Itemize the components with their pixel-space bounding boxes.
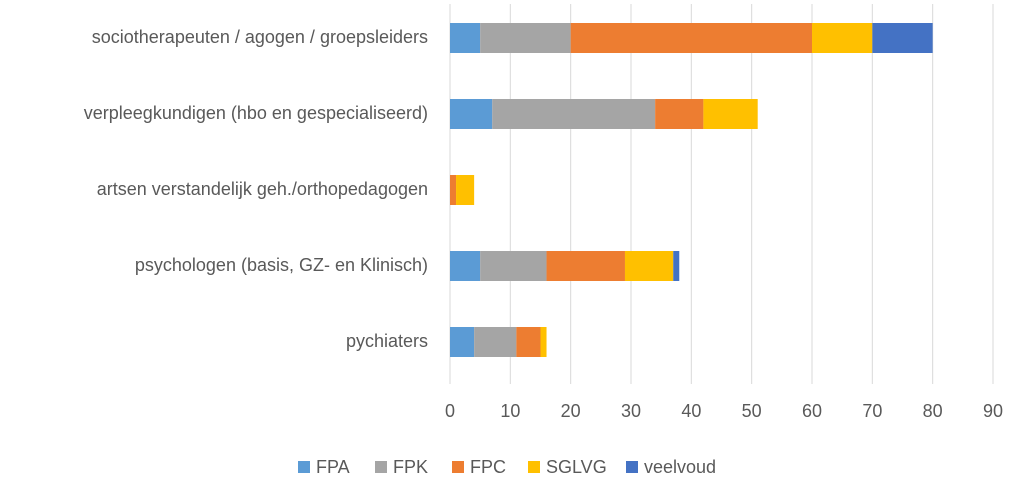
- bar-segment: [450, 99, 493, 129]
- bar-segment: [492, 99, 656, 129]
- legend-label: SGLVG: [546, 457, 607, 477]
- bar-segment: [655, 99, 704, 129]
- category-label: sociotherapeuten / agogen / groepsleider…: [92, 27, 428, 47]
- bar-segment: [480, 23, 571, 53]
- bar-segment: [450, 251, 481, 281]
- x-tick-label: 80: [923, 401, 943, 421]
- bar-segment: [516, 327, 541, 357]
- legend-label: FPC: [470, 457, 506, 477]
- bar-segment: [480, 251, 547, 281]
- legend-swatch: [528, 461, 540, 473]
- category-label: psychologen (basis, GZ- en Klinisch): [135, 255, 428, 275]
- bar-segment: [450, 23, 481, 53]
- x-tick-label: 20: [561, 401, 581, 421]
- bar-segment: [450, 327, 475, 357]
- bar-segment: [624, 251, 674, 281]
- x-tick-label: 30: [621, 401, 641, 421]
- bar-segment: [546, 251, 625, 281]
- x-tick-label: 40: [681, 401, 701, 421]
- category-label: pychiaters: [346, 331, 428, 351]
- bar-segment: [872, 23, 933, 53]
- x-tick-label: 0: [445, 401, 455, 421]
- category-label: verpleegkundigen (hbo en gespecialiseerd…: [84, 103, 428, 123]
- legend-label: FPK: [393, 457, 428, 477]
- legend-swatch: [375, 461, 387, 473]
- bar-segment: [673, 251, 680, 281]
- legend-label: FPA: [316, 457, 350, 477]
- bar-segment: [570, 23, 812, 53]
- bar-segment: [474, 327, 517, 357]
- x-tick-label: 10: [500, 401, 520, 421]
- bar-segment: [703, 99, 758, 129]
- bar-segment: [540, 327, 547, 357]
- bar-segment: [812, 23, 873, 53]
- bar-segment: [450, 175, 457, 205]
- legend-swatch: [452, 461, 464, 473]
- x-tick-label: 70: [862, 401, 882, 421]
- category-label: artsen verstandelijk geh./orthopedagogen: [97, 179, 428, 199]
- legend-swatch: [298, 461, 310, 473]
- bar-segment: [456, 175, 475, 205]
- legend-label: veelvoud: [644, 457, 716, 477]
- legend-swatch: [626, 461, 638, 473]
- x-tick-label: 90: [983, 401, 1003, 421]
- x-tick-label: 60: [802, 401, 822, 421]
- x-tick-label: 50: [742, 401, 762, 421]
